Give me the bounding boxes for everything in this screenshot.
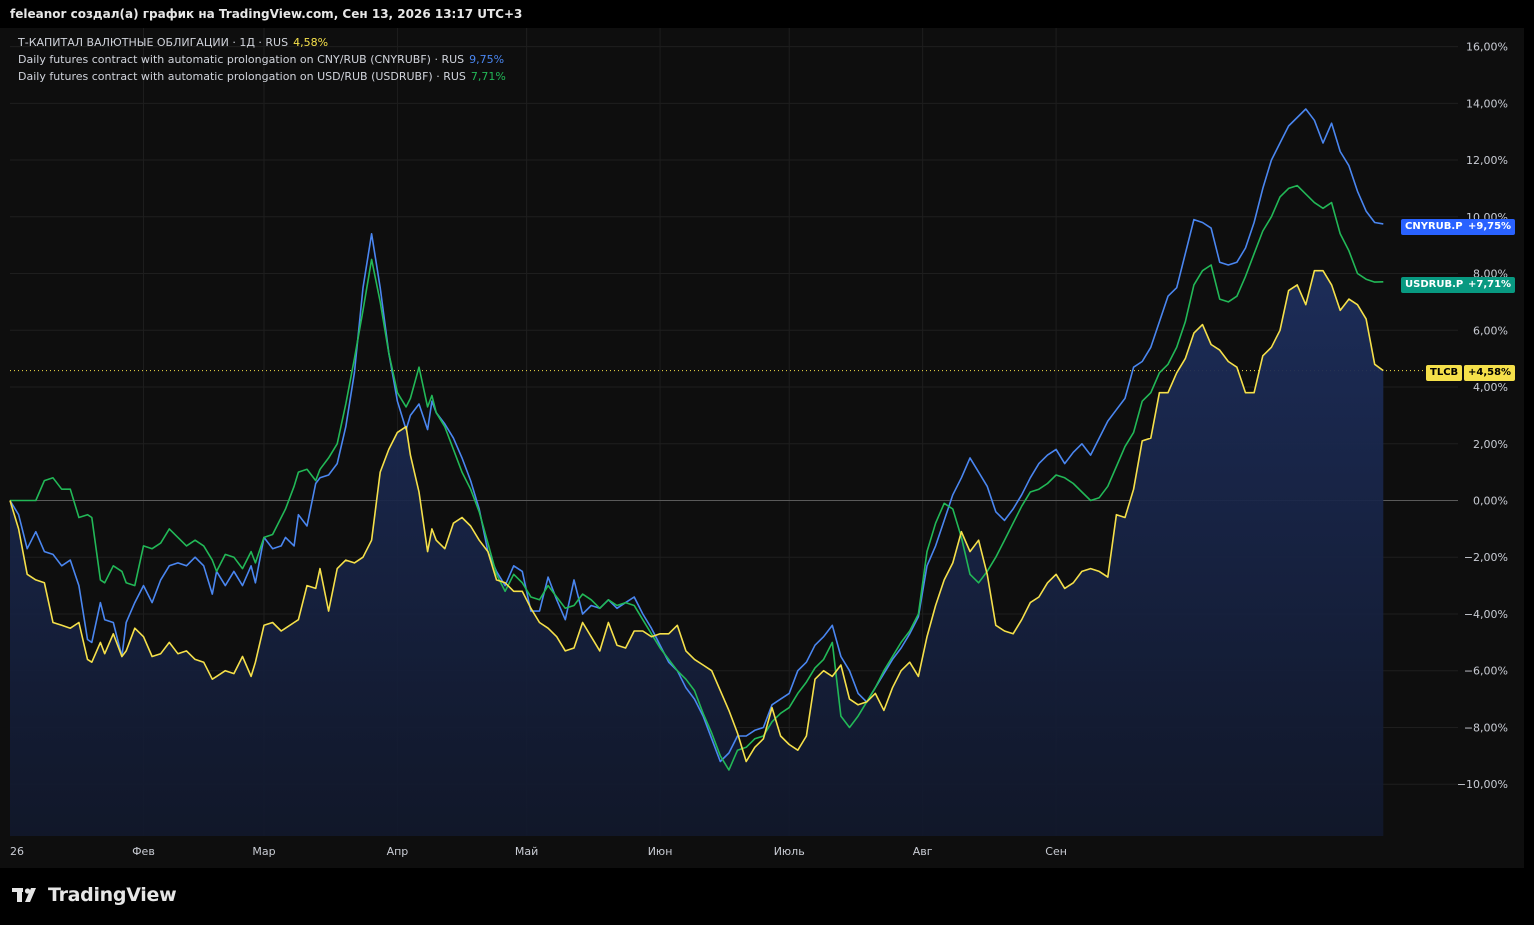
chart-author-caption: feleanor создал(а) график на TradingView… — [10, 7, 523, 21]
y-tick-label: 4,00% — [1473, 381, 1508, 394]
x-tick-label: Июн — [648, 845, 673, 858]
legend-label-cny: Daily futures contract with automatic pr… — [18, 53, 465, 66]
legend-row-tlcb[interactable]: Т-КАПИТАЛ ВАЛЮТНЫЕ ОБЛИГАЦИИ · 1Д · RUS 4… — [18, 34, 506, 51]
tlcb-area-fill — [10, 270, 1384, 836]
badge-usdrub-value: +7,71% — [1464, 277, 1516, 293]
y-tick-label: 6,00% — [1473, 324, 1508, 337]
axis-labels: 16,00%14,00%12,00%10,00%8,00%6,00%4,00%2… — [10, 41, 1508, 858]
legend-row-cny[interactable]: Daily futures contract with automatic pr… — [18, 51, 506, 68]
tlcb-line[interactable] — [9, 269, 1384, 763]
x-tick-label: Мар — [252, 845, 275, 858]
x-tick-label: Сен — [1045, 845, 1067, 858]
y-tick-label: −6,00% — [1464, 665, 1508, 678]
x-tick-label: Июль — [774, 845, 805, 858]
top-caption-bar: feleanor создал(а) график на TradingView… — [0, 0, 1534, 28]
x-tick-label: Авг — [913, 845, 933, 858]
legend-value-usd: 7,71% — [470, 70, 506, 83]
chart-legend: Т-КАПИТАЛ ВАЛЮТНЫЕ ОБЛИГАЦИИ · 1Д · RUS 4… — [18, 34, 506, 85]
tradingview-logo-icon — [12, 888, 36, 902]
y-tick-label: −8,00% — [1464, 721, 1508, 734]
y-tick-label: −4,00% — [1464, 608, 1508, 621]
tradingview-wordmark: TradingView — [48, 884, 177, 906]
x-tick-label: Апр — [387, 845, 409, 858]
x-tick-label: Фев — [132, 845, 155, 858]
badge-cnyrub-value: +9,75% — [1464, 219, 1516, 235]
legend-label-usd: Daily futures contract with automatic pr… — [18, 70, 466, 83]
y-tick-label: 16,00% — [1466, 41, 1508, 54]
cnyrub-line[interactable] — [9, 108, 1384, 763]
price-chart[interactable]: 16,00%14,00%12,00%10,00%8,00%6,00%4,00%2… — [0, 28, 1524, 868]
badge-tlcb-value: +4,58% — [1464, 365, 1516, 381]
legend-row-usd[interactable]: Daily futures contract with automatic pr… — [18, 68, 506, 85]
footer-bar — [0, 868, 1534, 925]
y-tick-label: −10,00% — [1457, 778, 1508, 791]
series-lines — [9, 108, 1384, 771]
usdrub-line[interactable] — [10, 184, 1384, 771]
badge-usdrub-ticker: USDRUB.P — [1401, 277, 1468, 293]
badge-cnyrub-ticker: CNYRUB.P — [1401, 219, 1467, 235]
y-tick-label: 2,00% — [1473, 438, 1508, 451]
legend-value-tlcb: 4,58% — [293, 36, 329, 49]
legend-label-tlcb: Т-КАПИТАЛ ВАЛЮТНЫЕ ОБЛИГАЦИИ · 1Д · RUS — [18, 36, 289, 49]
y-tick-label: −2,00% — [1464, 551, 1508, 564]
x-tick-label: Май — [515, 845, 538, 858]
legend-value-cny: 9,75% — [469, 53, 505, 66]
x-tick-label: 26 — [10, 845, 24, 858]
tradingview-logo[interactable]: TradingView — [12, 884, 177, 906]
tlcb-area — [10, 270, 1384, 836]
badge-tlcb-ticker: TLCB — [1426, 365, 1463, 381]
y-tick-label: 14,00% — [1466, 97, 1508, 110]
y-tick-label: 0,00% — [1473, 495, 1508, 508]
y-tick-label: 12,00% — [1466, 154, 1508, 167]
